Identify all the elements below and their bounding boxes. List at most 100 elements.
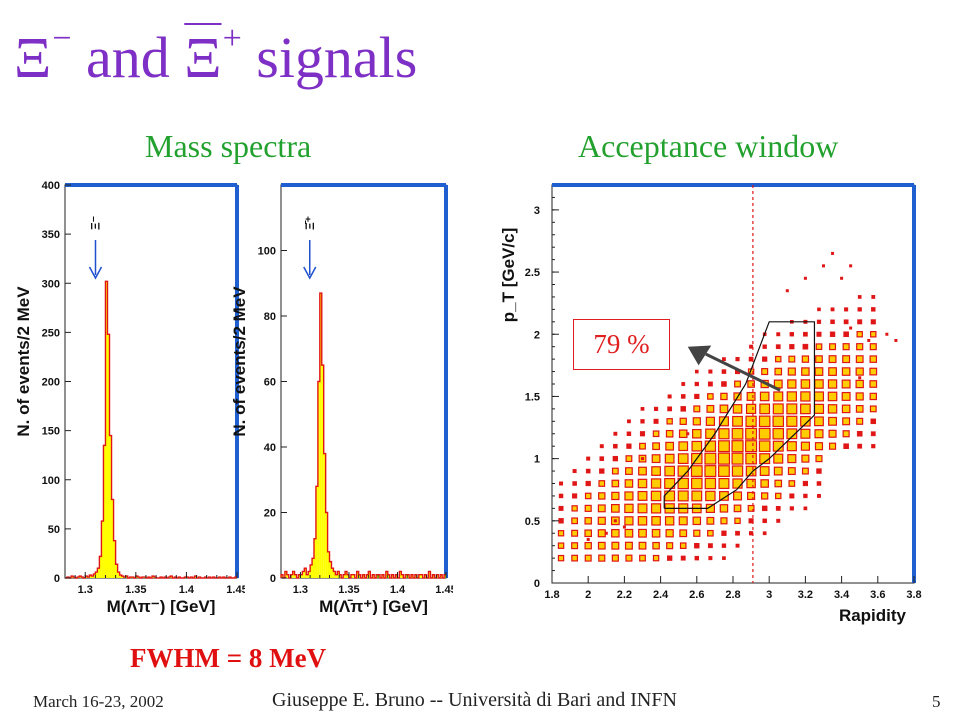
density-box: [572, 481, 577, 486]
hist-bar: [194, 576, 197, 578]
density-box: [731, 452, 744, 465]
density-box: [721, 369, 727, 374]
hist-bar: [317, 381, 320, 578]
hist-bar: [304, 568, 307, 578]
hist-bar: [339, 574, 342, 578]
acceptance-percent-label: 79 %: [573, 319, 670, 370]
density-box: [841, 391, 851, 401]
density-box: [813, 403, 825, 414]
density-box: [829, 331, 836, 337]
title-signals: signals: [241, 25, 418, 90]
density-box: [775, 492, 782, 500]
x-tick-label: 1.45: [226, 584, 245, 596]
density-box: [571, 517, 579, 525]
density-box: [664, 453, 675, 464]
density-box: [722, 357, 726, 362]
hist-bar: [368, 571, 371, 578]
density-box: [558, 505, 564, 511]
hist-bar: [105, 281, 108, 578]
x-tick-label: 3.8: [906, 589, 921, 601]
sparse-point: [831, 251, 835, 255]
density-box: [707, 381, 713, 387]
hist-bar: [85, 576, 88, 578]
density-box: [841, 379, 851, 389]
sparse-point: [840, 276, 844, 280]
hist-bar: [292, 571, 295, 578]
density-box: [732, 415, 743, 427]
density-box: [585, 480, 591, 487]
hist-bar: [315, 486, 318, 578]
density-box: [694, 542, 700, 549]
sparse-point: [622, 525, 626, 529]
density-box: [611, 528, 620, 538]
density-box: [664, 477, 676, 490]
density-box: [597, 516, 606, 525]
density-box: [803, 493, 808, 499]
density-box: [855, 379, 864, 389]
hist-bar: [298, 574, 301, 578]
density-box: [869, 355, 878, 363]
hist-bar: [327, 551, 330, 578]
density-box: [856, 430, 863, 437]
density-box: [813, 391, 825, 402]
density-box: [801, 467, 809, 475]
density-box: [817, 494, 821, 498]
sparse-point: [613, 519, 617, 523]
hist-bar: [125, 576, 128, 578]
hist-bar: [325, 512, 328, 578]
density-box: [776, 332, 781, 337]
density-box: [665, 429, 674, 438]
density-box: [745, 415, 757, 427]
hist-bar: [117, 572, 120, 578]
density-box: [844, 307, 849, 312]
hist-bar: [107, 334, 110, 578]
density-box: [772, 440, 784, 452]
density-box: [761, 505, 768, 512]
hist-bar: [436, 574, 439, 578]
density-box: [652, 430, 660, 438]
hist-bar: [101, 521, 104, 578]
y-tick-label: 0: [534, 578, 540, 590]
density-box: [584, 554, 592, 562]
density-box: [584, 529, 593, 538]
y-tick-label: 2: [534, 329, 540, 341]
density-box: [787, 379, 797, 389]
hist-bar: [323, 453, 326, 578]
density-box: [666, 555, 673, 561]
sparse-point: [849, 264, 853, 268]
hist-bar: [411, 574, 413, 578]
density-box: [841, 367, 851, 376]
density-box: [572, 469, 577, 474]
density-box: [802, 343, 809, 350]
density-box: [610, 504, 620, 513]
density-box: [718, 416, 730, 427]
density-box: [690, 465, 703, 477]
hist-bar: [337, 571, 340, 578]
density-box: [624, 516, 634, 526]
hist-bar: [362, 574, 365, 578]
title-minus: −: [52, 20, 72, 57]
x-tick-label: 1.8: [544, 589, 559, 601]
hist-bar: [310, 564, 313, 578]
density-box: [704, 477, 717, 490]
density-box: [693, 529, 701, 537]
density-box: [732, 491, 743, 501]
density-box: [694, 381, 699, 387]
hist-bar: [170, 576, 173, 578]
footer-author: Giuseppe E. Bruno -- Università di Bari …: [272, 689, 677, 711]
density-box: [708, 369, 713, 374]
y-tick-label: 80: [264, 311, 276, 323]
hist-bar: [444, 574, 446, 578]
density-box: [871, 444, 876, 449]
density-box: [691, 477, 703, 490]
density-box: [571, 542, 579, 550]
density-box: [624, 479, 634, 488]
density-box: [571, 505, 578, 512]
density-box: [677, 465, 689, 477]
density-box: [761, 492, 769, 500]
density-box: [842, 430, 850, 438]
density-box: [611, 479, 620, 488]
density-box: [775, 344, 781, 350]
density-box: [640, 419, 645, 424]
density-box: [735, 357, 740, 362]
